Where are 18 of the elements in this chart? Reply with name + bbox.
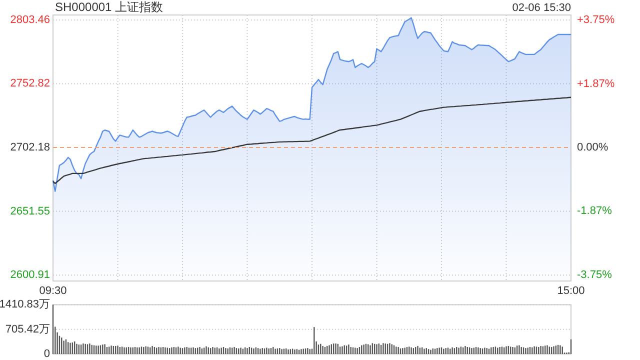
y2-tick-label: +3.75%: [577, 14, 615, 26]
y-tick-label: 705.42万: [5, 323, 50, 336]
line-series: [52, 96, 572, 184]
y-tick-label: 2702.18: [10, 142, 50, 154]
x-tick-label: 15:00: [557, 285, 585, 297]
x-tick-label: 09:30: [39, 285, 67, 297]
y-tick-label: 1410.83万: [0, 298, 50, 311]
y-tick-label: 2600.91: [10, 269, 50, 282]
y-tick-label: 2803.46: [10, 14, 50, 26]
text: 02-06 15:30: [512, 2, 571, 14]
y2-tick-label: +1.87%: [577, 78, 615, 90]
chart-title: SH000001 上证指数: [55, 0, 164, 14]
y-tick-label: 2752.82: [10, 78, 50, 90]
y2-tick-label: -3.75%: [577, 269, 612, 282]
y2-tick-label: -1.87%: [577, 205, 612, 218]
y2-tick-label: 0.00%: [577, 141, 608, 154]
y-tick-label: 0: [44, 348, 50, 360]
y-tick-label: 2651.55: [10, 205, 50, 218]
